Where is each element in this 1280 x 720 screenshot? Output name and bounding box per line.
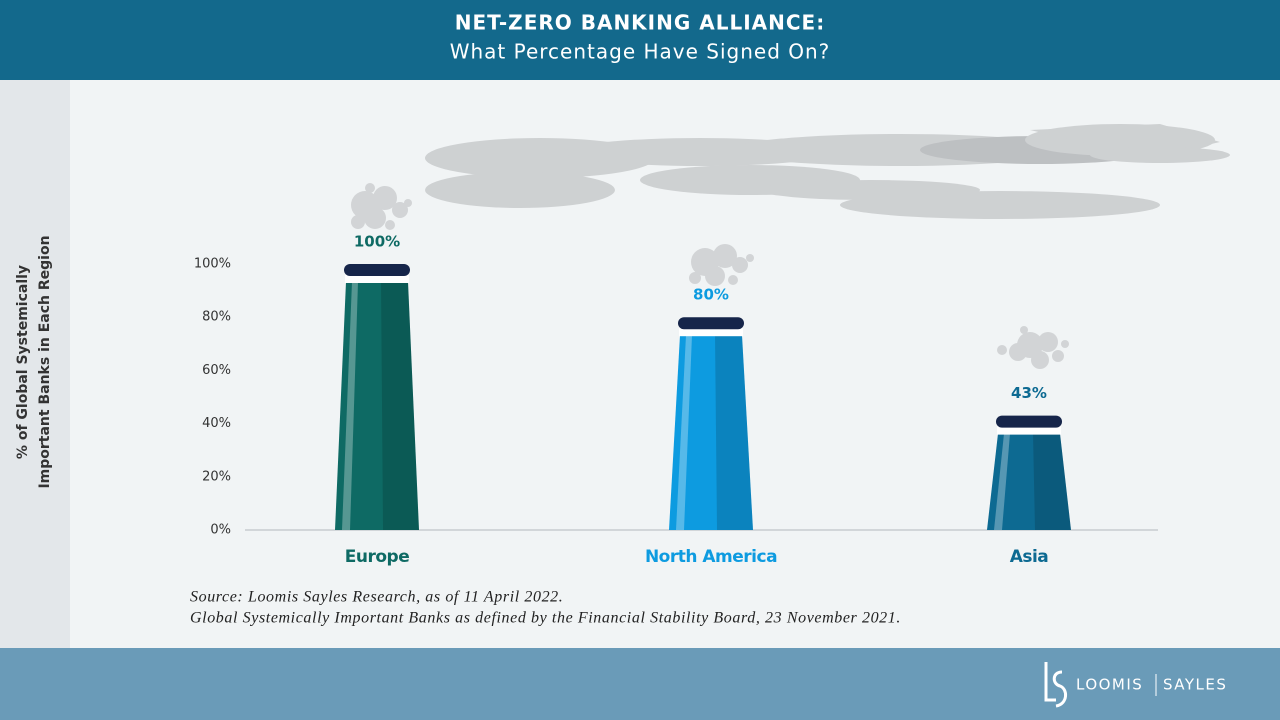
- y-tick-label: 40%: [202, 416, 231, 431]
- y-tick-label: 100%: [194, 257, 231, 272]
- x-tick-label: Europe: [345, 547, 409, 567]
- source-note: Source: Loomis Sayles Research, as of 11…: [190, 589, 563, 606]
- y-tick-label: 80%: [202, 310, 231, 325]
- chimney-shade: [381, 282, 419, 530]
- value-label: 100%: [354, 233, 400, 251]
- chimney-smoke: [351, 183, 1069, 369]
- chimney-stripe: [679, 328, 743, 337]
- chimney-cap: [996, 415, 1062, 428]
- x-tick-label: Asia: [1010, 547, 1049, 567]
- chimney-highlight: [994, 433, 1010, 530]
- chimney-bar: [987, 433, 1071, 530]
- chimney-highlight: [342, 282, 358, 530]
- chimney-bar: [669, 335, 753, 530]
- source-note: Global Systemically Important Banks as d…: [190, 610, 901, 627]
- chimney-cap: [678, 317, 744, 330]
- logo-mark: [1044, 662, 1067, 708]
- smoke-clouds: [425, 124, 1230, 219]
- y-tick-label: 20%: [202, 469, 231, 484]
- y-tick-label: 0%: [210, 523, 231, 538]
- x-tick-label: North America: [645, 547, 777, 567]
- y-axis-label: % of Global Systemically: [15, 265, 31, 459]
- chart-title: NET-ZERO BANKING ALLIANCE:: [455, 11, 825, 35]
- side-strip: [0, 80, 70, 648]
- footer: [0, 648, 1280, 720]
- chimney-highlight: [676, 335, 692, 530]
- chart-subtitle: What Percentage Have Signed On?: [450, 40, 831, 64]
- chimney-stripe: [997, 426, 1061, 435]
- chimney-shade: [1033, 433, 1071, 530]
- header: [0, 0, 1280, 80]
- logo-text: LOOMIS: [1076, 676, 1143, 694]
- logo-text: SAYLES: [1163, 676, 1227, 694]
- value-label: 43%: [1011, 384, 1047, 402]
- chimney-shade: [715, 335, 753, 530]
- chimney-cap: [344, 264, 410, 276]
- chimney-stripe: [345, 275, 409, 283]
- value-label: 80%: [693, 286, 729, 304]
- y-axis-label: Important Banks in Each Region: [37, 235, 53, 488]
- chimney-bar: [335, 282, 419, 530]
- y-tick-label: 60%: [202, 363, 231, 378]
